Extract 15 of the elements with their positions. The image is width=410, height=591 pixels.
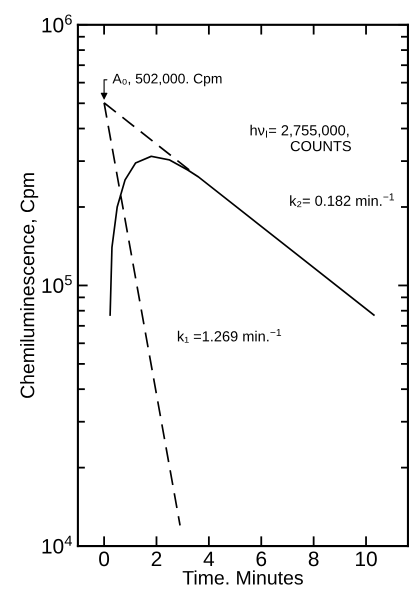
x-tick-label: 4 <box>204 552 214 566</box>
annotation: k₁ =1.269 min.$^{−1}$ <box>178 328 282 343</box>
annotation: k₂= 0.182 min.$^{−1}$ <box>290 193 394 208</box>
y-tick-label: 10$^{5}$ <box>42 275 72 294</box>
y-tick-label: 10$^{6}$ <box>42 14 72 33</box>
annotation: A₀, 502,000. Cpm <box>112 74 222 86</box>
x-tick-label: 8 <box>308 551 319 566</box>
y-tick-label: 10$^{4}$ <box>42 536 72 554</box>
x-tick-label: 2 <box>152 551 162 566</box>
annotation: hν$_{I}$= 2,755,000, COUNTS <box>250 124 351 152</box>
x-tick-label: 6 <box>256 551 266 566</box>
x-tick-label: 10 <box>356 551 377 566</box>
x-tick-label: 0 <box>99 551 110 566</box>
y-axis-title: Chemiluminescence, Cpm <box>20 173 38 398</box>
x-axis-title: Time. Minutes <box>182 570 303 585</box>
